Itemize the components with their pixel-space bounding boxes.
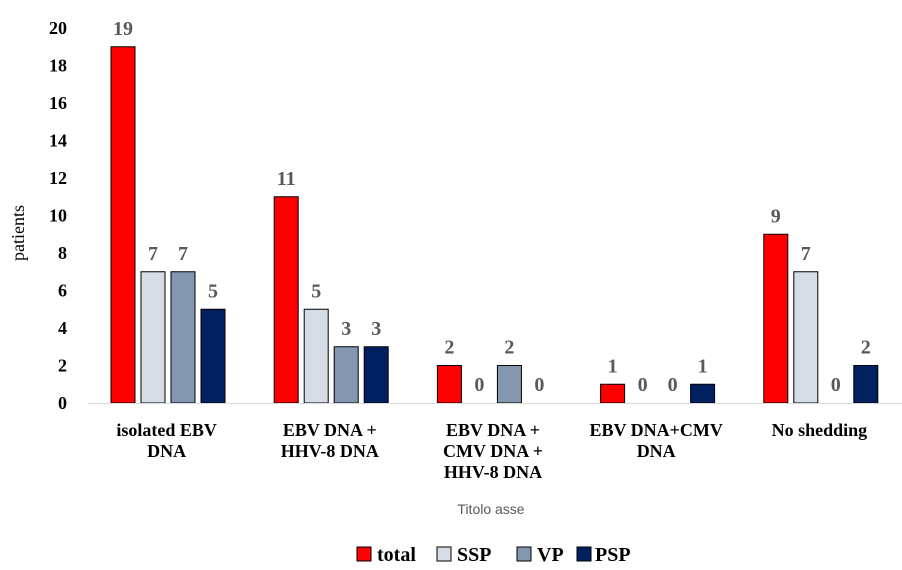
data-label: 0 xyxy=(474,374,484,396)
data-label: 2 xyxy=(861,337,871,359)
bar-total xyxy=(436,365,462,404)
legend-label-vp: VP xyxy=(537,544,564,566)
data-label: 3 xyxy=(371,318,381,340)
data-label: 7 xyxy=(148,243,158,265)
data-label: 0 xyxy=(831,374,841,396)
y-tick-label: 8 xyxy=(58,243,67,263)
bars xyxy=(110,46,879,404)
legend-swatch-psp xyxy=(576,546,592,562)
y-tick-label: 12 xyxy=(49,168,67,188)
y-tick-label: 4 xyxy=(58,318,67,338)
bar-psp xyxy=(363,346,389,404)
data-label: 5 xyxy=(311,280,321,302)
data-label: 11 xyxy=(277,168,296,190)
data-label: 9 xyxy=(771,205,781,227)
data-label: 1 xyxy=(698,355,708,377)
category-label: EBV DNA+CMV DNA xyxy=(589,420,722,461)
legend-label-psp: PSP xyxy=(595,544,631,566)
data-label: 7 xyxy=(801,243,811,265)
bar-ssp xyxy=(140,271,166,404)
data-label: 2 xyxy=(504,337,514,359)
bar-ssp xyxy=(793,271,819,404)
bar-total xyxy=(600,383,626,404)
y-tick-label: 0 xyxy=(58,393,67,413)
y-tick-label: 18 xyxy=(49,56,67,76)
bar-psp xyxy=(853,365,879,404)
category-label: EBV DNA + CMV DNA + HHV-8 DNA xyxy=(443,420,543,482)
bar-psp xyxy=(690,383,716,404)
y-tick-label: 14 xyxy=(49,131,67,151)
data-label: 0 xyxy=(638,374,648,396)
data-label: 19 xyxy=(113,18,133,40)
y-tick-label: 16 xyxy=(49,93,67,113)
category-label: isolated EBV DNA xyxy=(116,420,217,461)
data-label: 2 xyxy=(444,337,454,359)
category-labels: isolated EBV DNA EBV DNA + HHV-8 DNA EBV DNA… xyxy=(116,420,867,482)
legend-swatch-ssp xyxy=(436,546,452,562)
legend-label-ssp: SSP xyxy=(457,544,491,566)
y-tick-label: 20 xyxy=(49,18,67,38)
y-axis-ticks: 0 2 4 6 8 10 12 14 16 18 20 xyxy=(49,18,67,413)
y-tick-label: 10 xyxy=(49,206,67,226)
bar-ssp xyxy=(303,308,329,404)
x-axis-label: Titolo asse xyxy=(457,501,524,517)
y-tick-label: 6 xyxy=(58,281,67,301)
data-label: 0 xyxy=(668,374,678,396)
data-label: 3 xyxy=(341,318,351,340)
y-tick-label: 2 xyxy=(58,356,67,376)
data-label: 5 xyxy=(208,280,218,302)
data-label: 1 xyxy=(608,355,618,377)
legend: total SSP VP PSP xyxy=(356,544,631,566)
bar-vp xyxy=(333,346,359,404)
legend-swatch-total xyxy=(356,546,372,562)
legend-label-total: total xyxy=(377,544,416,566)
category-label: EBV DNA + HHV-8 DNA xyxy=(281,420,379,461)
bar-psp xyxy=(200,308,226,404)
data-label: 7 xyxy=(178,243,188,265)
legend-swatch-vp xyxy=(516,546,532,562)
bar-total xyxy=(763,233,789,404)
bar-vp xyxy=(170,271,196,404)
bar-total xyxy=(110,46,136,404)
y-axis-label: patients xyxy=(8,205,28,261)
bar-total xyxy=(273,196,299,404)
bar-vp xyxy=(496,365,522,404)
data-label: 0 xyxy=(534,374,544,396)
category-label: No shedding xyxy=(772,420,868,440)
